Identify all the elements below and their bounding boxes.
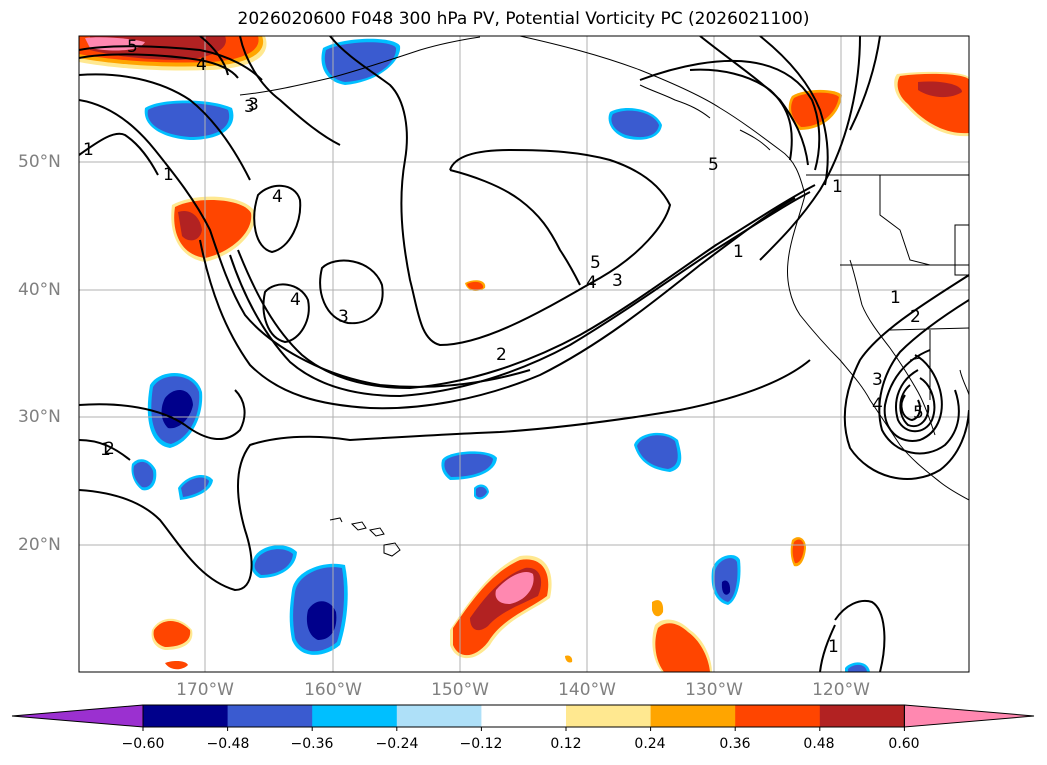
lat-label: 20°N	[18, 535, 61, 555]
colorbar-segment	[312, 705, 398, 727]
colorbar-tick-label: 0.24	[634, 736, 666, 752]
colorbar-tick-label: −0.60	[121, 736, 165, 752]
negative-anomaly-areas	[131, 38, 870, 672]
contour-label: 3	[248, 95, 259, 115]
contour-label: 1	[832, 177, 843, 197]
contour-label: 4	[872, 395, 883, 415]
colorbar-extend-low	[11, 704, 144, 728]
colorbar-segment	[481, 705, 567, 727]
colorbar-extend-high	[903, 704, 1035, 728]
lon-label: 160°W	[304, 680, 362, 700]
colorbar-segment	[227, 705, 313, 727]
contour-label: 5	[127, 37, 138, 57]
contour-label: 1	[163, 165, 174, 185]
colorbar-tick-label: −0.36	[290, 736, 334, 752]
contour-label: 1	[733, 242, 744, 262]
colorbar-tick-label: 0.48	[803, 736, 835, 752]
contour-label: 5	[913, 403, 924, 423]
contour-label: 4	[272, 187, 283, 207]
lon-label: 170°W	[176, 680, 234, 700]
colorbar-outline	[142, 704, 905, 728]
colorbar-tick-label: −0.24	[375, 736, 419, 752]
contour-labels: 5 4 3 1 1 4 4 3 1 5 4 3 2 1 2 5 1 1 2 3 …	[83, 37, 924, 657]
contour-label: 3	[338, 307, 349, 327]
contour-label: 4	[290, 290, 301, 310]
lon-label: 120°W	[812, 680, 870, 700]
colorbar-tick-label: 0.36	[719, 736, 751, 752]
gridlines	[79, 36, 969, 672]
contour-label: 2	[496, 345, 507, 365]
colorbar-segment	[819, 705, 905, 727]
lat-label: 30°N	[18, 407, 61, 427]
colorbar-segment	[735, 705, 821, 727]
colorbar-segment	[396, 705, 482, 727]
colorbar-tick-label: 0.12	[550, 736, 582, 752]
contour-label: 3	[872, 370, 883, 390]
contour-label: 5	[708, 155, 719, 175]
lon-label: 130°W	[685, 680, 743, 700]
contour-label: 1	[890, 288, 901, 308]
colorbar-segment	[650, 705, 736, 727]
contour-label: 4	[586, 273, 597, 293]
contour-label: 2	[910, 307, 921, 327]
colorbar-segment	[566, 705, 652, 727]
contour-label: 2	[104, 439, 115, 459]
map-frame	[78, 35, 970, 673]
contour-label: 4	[196, 55, 207, 75]
colorbar-tick-label: 0.60	[888, 736, 920, 752]
contour-label: 5	[590, 253, 601, 273]
map-title: 2026020600 F048 300 hPa PV, Potential Vo…	[237, 9, 810, 29]
pv-contours	[79, 36, 969, 672]
colorbar-tick-label: −0.12	[459, 736, 503, 752]
lon-label: 150°W	[431, 680, 489, 700]
contour-label: 3	[612, 271, 623, 291]
colorbar-segment	[143, 705, 229, 727]
lat-label: 40°N	[18, 280, 61, 300]
contour-label: 1	[828, 637, 839, 657]
contour-label: 1	[83, 140, 94, 160]
contour-label: 3	[244, 97, 255, 117]
colorbar-tick-label: −0.48	[206, 736, 250, 752]
contour-label: 1	[100, 440, 111, 460]
lon-label: 140°W	[558, 680, 616, 700]
positive-anomaly-areas	[79, 36, 969, 672]
lat-label: 50°N	[18, 152, 61, 172]
